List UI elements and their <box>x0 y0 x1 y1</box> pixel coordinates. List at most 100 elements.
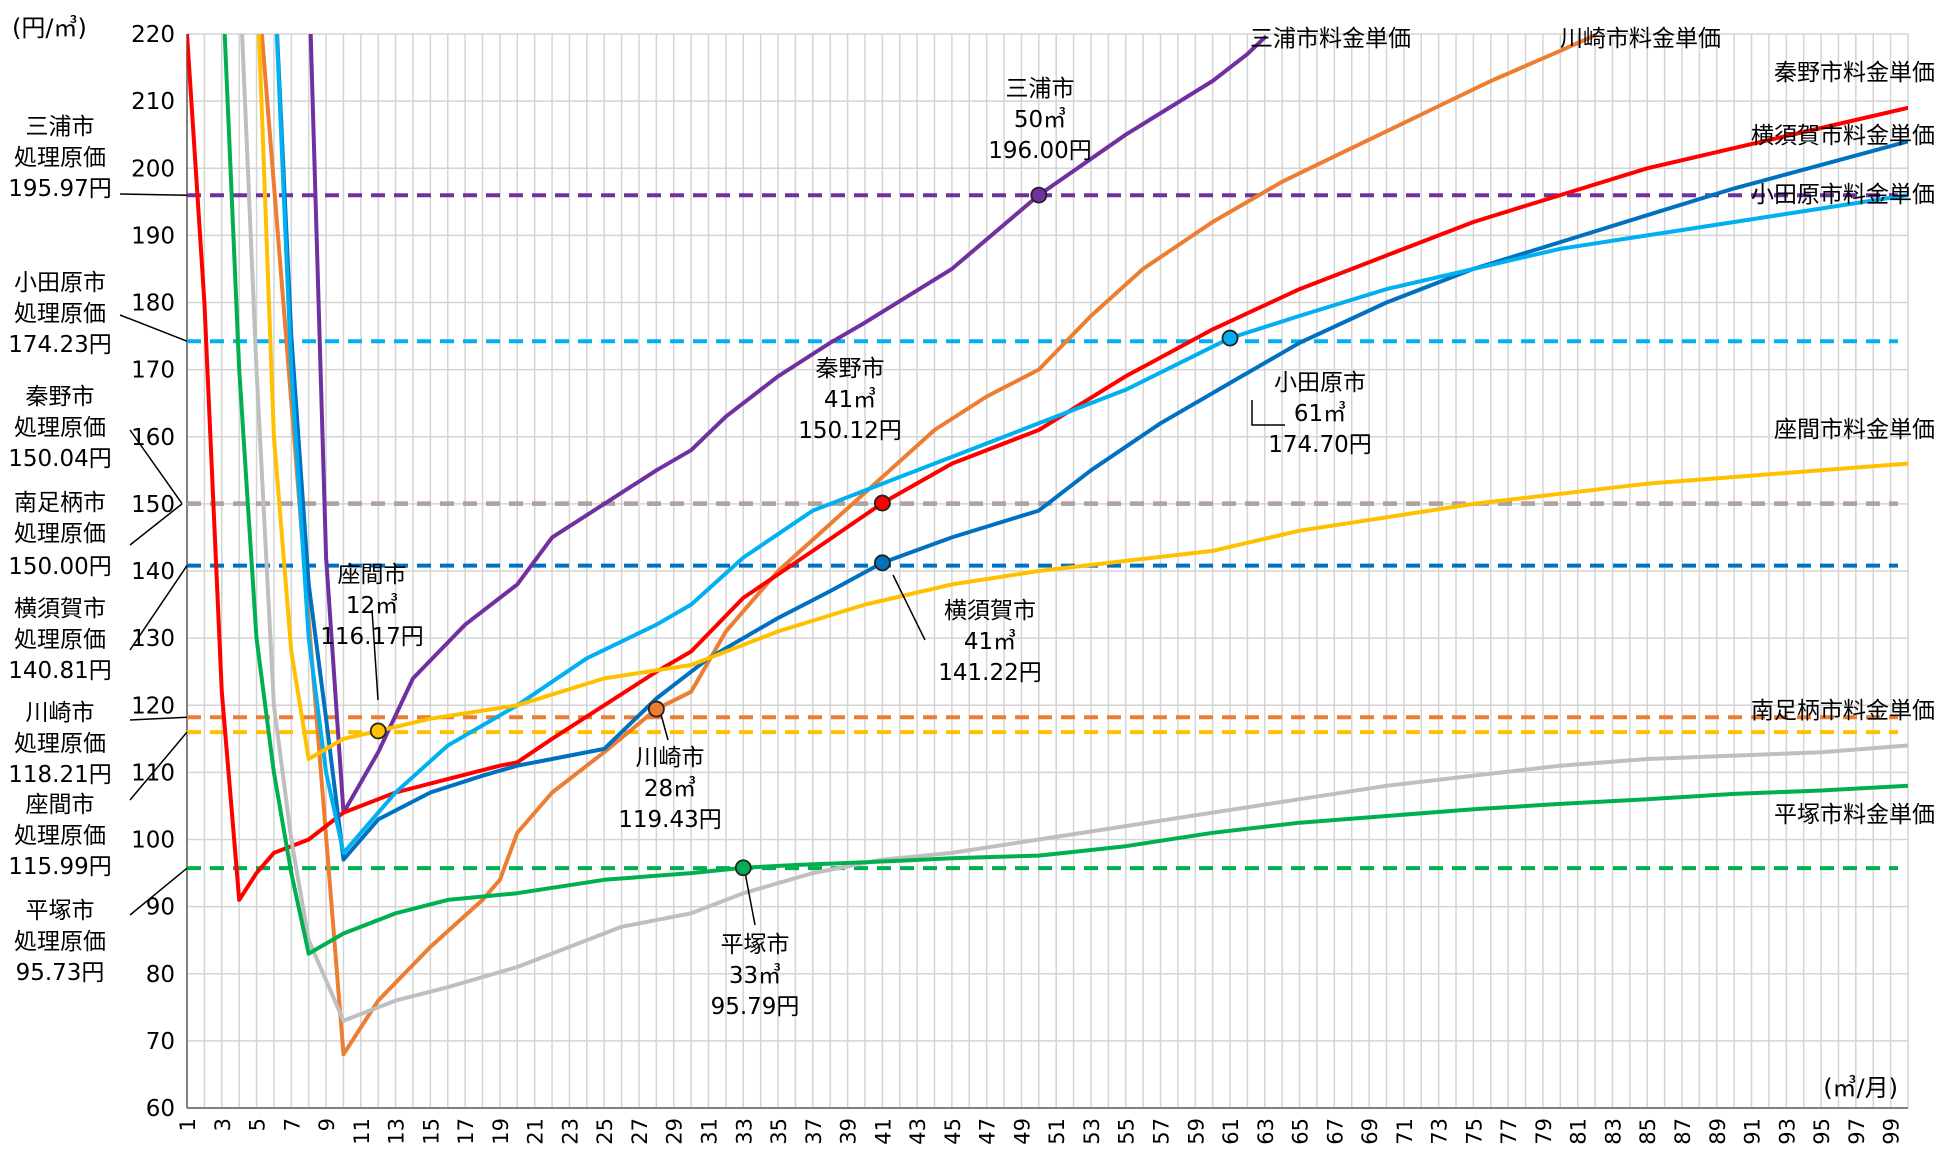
crossing-label-text: 50㎥ <box>1014 106 1066 133</box>
y-tick-label: 160 <box>131 425 175 451</box>
x-tick-label: 85 <box>1636 1118 1660 1145</box>
x-tick-label: 39 <box>837 1118 861 1145</box>
y-tick-label: 220 <box>131 22 175 48</box>
y-tick-label: 210 <box>131 89 175 115</box>
y-tick-label: 150 <box>131 492 175 518</box>
x-tick-label: 65 <box>1289 1118 1313 1145</box>
x-tick-label: 21 <box>524 1118 548 1145</box>
cost-label-text: 195.97円 <box>8 176 111 202</box>
crossing-label-text: 141.22円 <box>938 660 1041 686</box>
series-name-label: 平塚市料金単価 <box>1774 802 1935 828</box>
x-tick-label: 23 <box>558 1118 582 1145</box>
crossing-label-text: 41㎥ <box>824 386 876 413</box>
x-tick-label: 55 <box>1115 1118 1139 1145</box>
x-tick-label: 13 <box>385 1118 409 1145</box>
x-tick-label: 73 <box>1428 1118 1452 1145</box>
x-tick-label: 57 <box>1149 1118 1173 1145</box>
cost-label-text: 処理原価 <box>14 929 106 955</box>
x-tick-label: 75 <box>1462 1118 1486 1145</box>
series-name-label: 秦野市料金単価 <box>1774 60 1935 86</box>
y-tick-label: 80 <box>146 962 175 988</box>
x-tick-label: 71 <box>1393 1118 1417 1145</box>
crossing-label-text: 座間市 <box>338 562 407 588</box>
series-line <box>308 34 1267 815</box>
crossing-label-text: 119.43円 <box>618 807 721 833</box>
series-line <box>222 34 1908 956</box>
crossing-marker <box>1221 329 1239 347</box>
x-tick-label: 45 <box>941 1118 965 1145</box>
crossing-label-text: 150.12円 <box>798 418 901 444</box>
crossing-leader <box>1251 400 1285 426</box>
crossing-label-text: 横須賀市 <box>944 598 1036 624</box>
cost-label-text: 処理原価 <box>14 627 106 653</box>
series-line <box>256 34 1908 761</box>
x-tick-label: 95 <box>1810 1118 1834 1145</box>
series-name-label: 三浦市料金単価 <box>1250 26 1411 52</box>
x-tick-label: 59 <box>1184 1118 1208 1145</box>
crossing-label-text: 174.70円 <box>1268 432 1371 458</box>
x-tick-label: 83 <box>1601 1118 1625 1145</box>
x-tick-label: 9 <box>315 1118 339 1131</box>
crossing-marker <box>873 554 891 572</box>
x-tick-label: 19 <box>489 1118 513 1145</box>
crossing-label-text: 三浦市 <box>1006 76 1075 102</box>
crossing-label-text: 12㎥ <box>346 592 398 619</box>
x-tick-label: 25 <box>593 1118 617 1145</box>
x-tick-label: 47 <box>976 1118 1000 1145</box>
cost-label-leader <box>129 503 183 546</box>
x-tick-label: 1 <box>176 1118 200 1131</box>
cost-label-text: 南足柄市 <box>14 490 106 516</box>
x-tick-label: 31 <box>698 1118 722 1145</box>
cost-label-text: 処理原価 <box>14 415 106 441</box>
x-tick-label: 53 <box>1080 1118 1104 1145</box>
crossing-label-text: 秦野市 <box>816 356 885 382</box>
cost-label-text: 処理原価 <box>14 145 106 171</box>
x-tick-label: 81 <box>1567 1118 1591 1145</box>
cost-label-text: 横須賀市 <box>14 596 106 622</box>
cost-label-text: 115.99円 <box>8 854 111 880</box>
cost-label-leader <box>129 716 188 721</box>
series-name-label: 小田原市料金単価 <box>1751 182 1935 208</box>
crossing-label-text: 61㎥ <box>1294 400 1346 427</box>
series-name-label: 川崎市料金単価 <box>1560 26 1721 52</box>
x-tick-label: 79 <box>1532 1118 1556 1145</box>
x-tick-label: 37 <box>802 1118 826 1145</box>
cost-label-text: 140.81円 <box>8 658 111 684</box>
y-tick-label: 170 <box>131 358 175 384</box>
x-tick-label: 69 <box>1358 1118 1382 1145</box>
series-line <box>275 34 1908 862</box>
cost-label-text: 座間市 <box>26 792 95 818</box>
cost-label-text: 処理原価 <box>14 823 106 849</box>
x-tick-label: 29 <box>663 1118 687 1145</box>
cost-label-text: 処理原価 <box>14 301 106 327</box>
y-unit-label: (円/㎥) <box>12 14 87 42</box>
series-name-label: 南足柄市料金単価 <box>1751 698 1935 724</box>
x-tick-label: 17 <box>454 1118 478 1145</box>
x-tick-label: 35 <box>767 1118 791 1145</box>
cost-label-leader <box>129 731 188 801</box>
cost-label-text: 処理原価 <box>14 521 106 547</box>
y-tick-label: 200 <box>131 156 175 182</box>
x-tick-label: 87 <box>1671 1118 1695 1145</box>
y-tick-label: 180 <box>131 291 175 317</box>
x-tick-label: 27 <box>628 1118 652 1145</box>
x-tick-label: 5 <box>246 1118 270 1131</box>
x-tick-label: 61 <box>1219 1118 1243 1145</box>
y-tick-label: 140 <box>131 559 175 585</box>
cost-label-text: 小田原市 <box>14 270 106 296</box>
cost-label-leader <box>119 193 188 197</box>
x-tick-label: 49 <box>1010 1118 1034 1145</box>
cost-label-text: 川崎市 <box>26 700 95 726</box>
crossing-label-text: 116.17円 <box>320 624 423 650</box>
crossing-label-text: 196.00円 <box>988 138 1091 164</box>
cost-label-leader <box>129 867 188 916</box>
cost-label-leader <box>129 429 183 505</box>
crossing-label-text: 川崎市 <box>636 745 705 771</box>
series-line <box>274 34 1908 855</box>
series-name-label: 横須賀市料金単価 <box>1751 123 1935 149</box>
x-tick-label: 99 <box>1880 1118 1904 1145</box>
crossing-label-text: 小田原市 <box>1274 370 1366 396</box>
cost-labels: 三浦市処理原価195.97円小田原市処理原価174.23円秦野市処理原価150.… <box>8 114 188 986</box>
x-tick-label: 91 <box>1741 1118 1765 1145</box>
